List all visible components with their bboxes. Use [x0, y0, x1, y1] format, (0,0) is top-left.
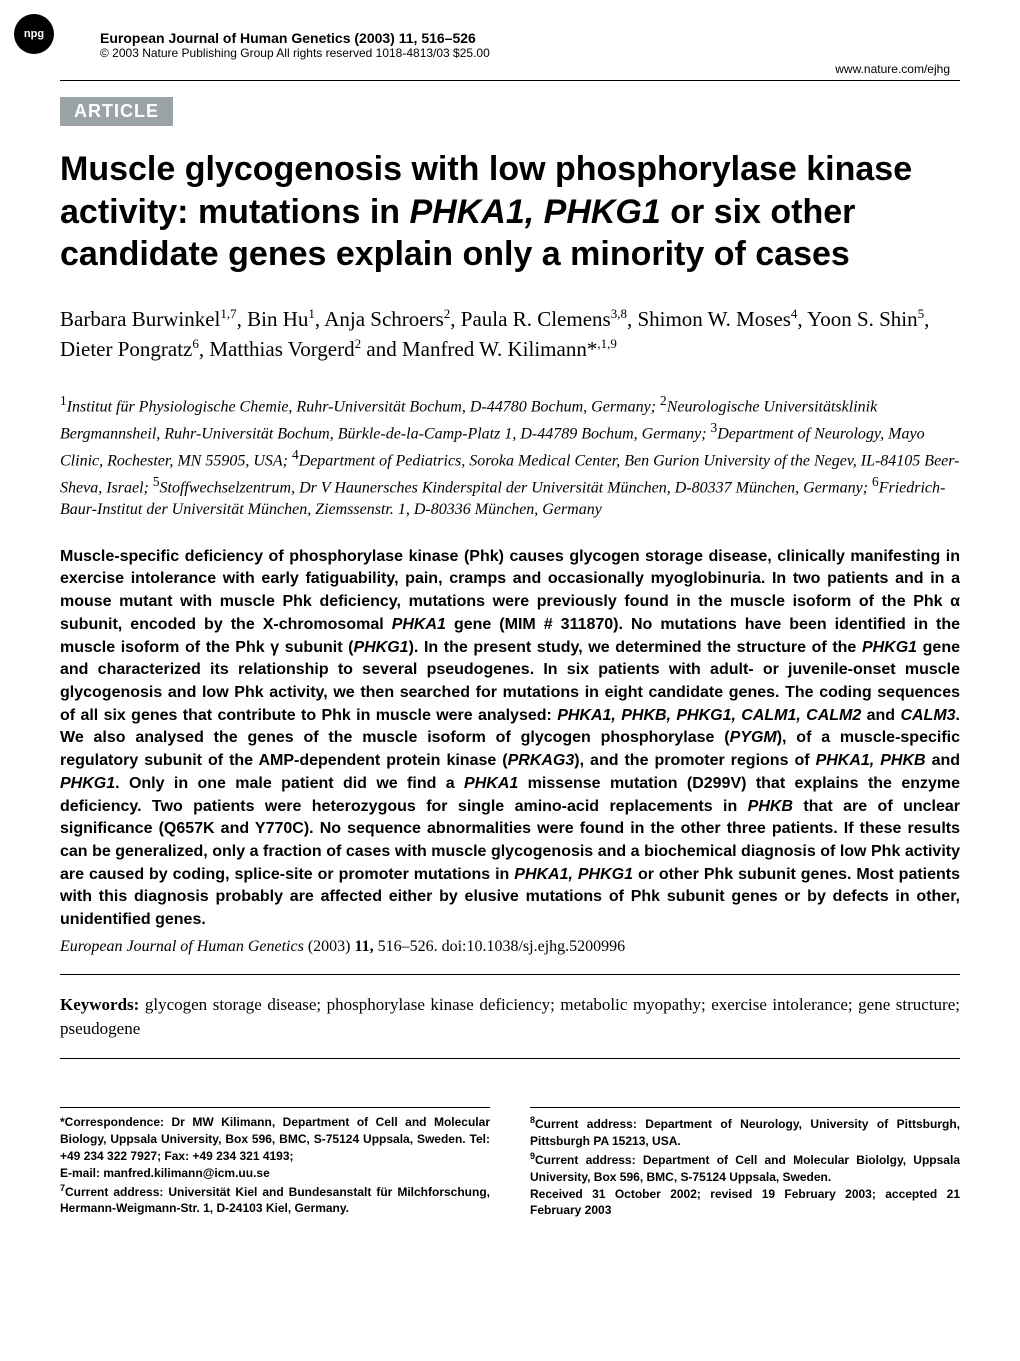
affiliation-list: 1Institut für Physiologische Chemie, Ruh…: [60, 392, 960, 521]
page-container: European Journal of Human Genetics (2003…: [0, 0, 1020, 1259]
footnote-right-column: 8Current address: Department of Neurolog…: [530, 1107, 960, 1219]
address-dates-footnote: 8Current address: Department of Neurolog…: [530, 1114, 960, 1219]
citation-pages: 516–526.: [374, 938, 442, 955]
journal-citation-header: European Journal of Human Genetics (2003…: [100, 30, 960, 46]
keywords-block: Keywords: glycogen storage disease; phos…: [60, 993, 960, 1041]
title-gene-names: PHKA1, PHKG1: [410, 193, 661, 231]
citation-line: European Journal of Human Genetics (2003…: [60, 938, 960, 956]
section-rule-1: [60, 974, 960, 975]
footnote-columns: *Correspondence: Dr MW Kilimann, Departm…: [60, 1107, 960, 1219]
keywords-text: glycogen storage disease; phosphorylase …: [60, 995, 960, 1038]
header-rule: [60, 80, 960, 81]
article-title: Muscle glycogenosis with low phosphoryla…: [60, 148, 960, 276]
correspondence-footnote: *Correspondence: Dr MW Kilimann, Departm…: [60, 1114, 490, 1217]
footnote-rule-left: [60, 1107, 490, 1108]
publisher-badge: npg: [14, 14, 54, 54]
journal-url: www.nature.com/ejhg: [60, 62, 950, 76]
header-block: European Journal of Human Genetics (2003…: [100, 30, 960, 60]
keywords-label: Keywords:: [60, 995, 139, 1014]
citation-year: (2003): [308, 938, 355, 955]
abstract-text: Muscle-specific deficiency of phosphoryl…: [60, 546, 960, 932]
article-type-badge: ARTICLE: [60, 97, 173, 126]
footnote-rule-right: [530, 1107, 960, 1108]
citation-volume: 11,: [354, 938, 373, 955]
footnote-left-column: *Correspondence: Dr MW Kilimann, Departm…: [60, 1107, 490, 1219]
author-list: Barbara Burwinkel1,7, Bin Hu1, Anja Schr…: [60, 304, 960, 365]
copyright-line: © 2003 Nature Publishing Group All right…: [100, 46, 960, 60]
section-rule-2: [60, 1058, 960, 1059]
citation-doi: doi:10.1038/sj.ejhg.5200996: [442, 938, 626, 955]
citation-journal: European Journal of Human Genetics: [60, 938, 304, 955]
